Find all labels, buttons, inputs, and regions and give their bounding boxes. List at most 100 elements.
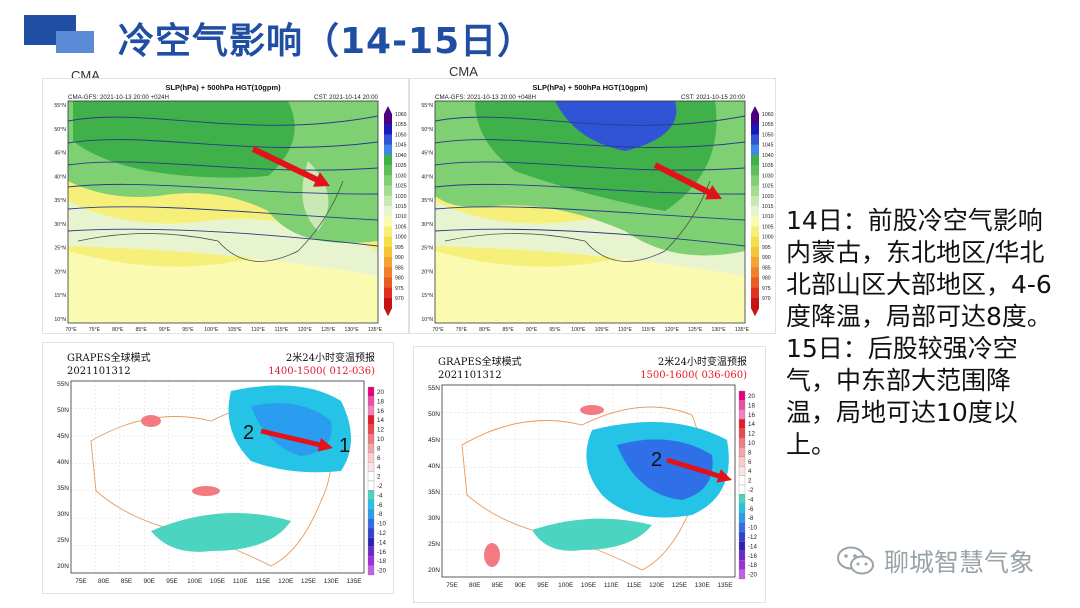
scale-swatch <box>738 447 746 457</box>
scale-swatch <box>367 499 375 510</box>
height-contour <box>68 139 378 148</box>
scale-tick-label: -20 <box>748 572 758 579</box>
surge-label: 2 <box>651 449 662 471</box>
lon-tick-label: 125°E <box>321 327 336 333</box>
lat-tick-label: 40N <box>428 463 440 470</box>
lat-tick-label: 35°N <box>54 198 66 204</box>
lat-tick-label: 20°N <box>54 269 66 275</box>
lat-tick-label: 25N <box>428 541 440 548</box>
lat-tick-label: 50N <box>428 411 440 418</box>
wechat-icon <box>837 546 874 575</box>
lat-tick-label: 15°N <box>421 293 433 299</box>
scale-tick-label: 1025 <box>395 184 407 190</box>
lat-tick-label: 15°N <box>54 293 66 299</box>
scale-tick-label: 1060 <box>395 112 407 118</box>
scale-tick-label: 1045 <box>762 143 774 149</box>
cold-air-arrow-shaft <box>666 457 724 480</box>
scale-swatch <box>384 165 392 176</box>
lat-tick-label: 40°N <box>54 174 66 180</box>
scale-tick-label: 1000 <box>762 235 774 241</box>
scale-tick-label: 975 <box>762 286 771 292</box>
coastline <box>77 180 344 262</box>
scale-swatch <box>751 185 759 197</box>
model-name-label: GRAPES全球模式 <box>438 355 522 368</box>
lon-tick-label: 100°E <box>204 327 219 333</box>
scale-swatch <box>751 267 759 279</box>
map-field <box>71 381 364 573</box>
lat-tick-label: 50°N <box>421 127 433 133</box>
scale-swatch <box>738 494 746 504</box>
scale-tick-label: 1015 <box>395 204 407 210</box>
init-date-label: 2021101312 <box>438 370 502 381</box>
scale-swatch <box>751 206 759 217</box>
scale-swatch <box>738 390 746 401</box>
scale-tick-label: 970 <box>395 296 404 302</box>
valid-time-label: CST: 2021-10-14 20:00 <box>314 94 379 101</box>
scale-swatch <box>751 175 759 187</box>
lon-tick-label: 95E <box>166 578 178 585</box>
scale-swatch <box>384 226 392 238</box>
temp-change-map-2: GRAPES全球模式 2021101312 2米24小时变温预报 1500-1600(… <box>414 347 765 602</box>
surge-label: 2 <box>243 422 254 444</box>
warming-area <box>484 543 500 567</box>
scale-tick-label: 1015 <box>762 204 774 210</box>
scale-tick-label: 1035 <box>762 163 774 169</box>
lat-tick-label: 40°N <box>421 174 433 180</box>
lon-tick-label: 80°E <box>112 327 124 333</box>
lon-tick-label: 80°E <box>479 327 491 333</box>
slide-title: 冷空气影响（14-15日） <box>118 21 535 62</box>
scale-tick-label: -8 <box>377 511 383 518</box>
lon-tick-label: 95°E <box>549 327 561 333</box>
scale-tick-label: -18 <box>748 562 758 569</box>
scale-swatch <box>384 134 392 146</box>
field-mid <box>68 201 378 276</box>
scale-swatch <box>367 433 375 444</box>
field-south <box>435 251 745 323</box>
field-south <box>68 251 378 323</box>
scale-swatch <box>751 236 759 248</box>
lon-tick-label: 105°E <box>228 327 243 333</box>
height-contour <box>435 206 745 221</box>
scale-tick-label: -8 <box>748 515 754 522</box>
scale-swatch <box>367 565 375 576</box>
scale-tick-label: 12 <box>377 427 384 434</box>
cold-air-arrow-head <box>705 185 722 200</box>
scale-swatch <box>384 175 392 187</box>
scale-swatch <box>367 537 375 547</box>
scale-tick-label: 20 <box>748 393 755 400</box>
scale-swatch <box>751 298 759 309</box>
scale-swatch <box>738 409 746 420</box>
height-contour <box>435 115 745 126</box>
init-date-label: 2021101312 <box>67 366 131 377</box>
scale-swatch <box>384 277 392 289</box>
scale-tick-label: -6 <box>748 506 754 513</box>
lon-tick-label: 100E <box>187 578 203 585</box>
scale-tick-label: 1005 <box>395 224 407 230</box>
lon-tick-label: 100°E <box>571 327 586 333</box>
scale-swatch <box>738 531 746 542</box>
warming-area <box>141 415 161 427</box>
lon-tick-label: 75E <box>75 578 87 585</box>
scale-swatch <box>738 475 746 486</box>
scale-swatch <box>367 396 375 406</box>
map-field <box>435 101 745 323</box>
scale-tick-label: -10 <box>377 521 387 528</box>
lon-tick-label: 80E <box>98 578 110 585</box>
scale-swatch <box>367 443 375 453</box>
lat-tick-label: 25N <box>57 537 69 544</box>
lon-tick-label: 90°E <box>159 327 171 333</box>
scale-swatch <box>384 236 392 248</box>
lat-tick-label: 55N <box>57 381 69 388</box>
scale-tick-label: 1045 <box>395 143 407 149</box>
lat-tick-label: 55°N <box>421 103 433 109</box>
scale-swatch <box>738 484 746 495</box>
map-heading: SLP(hPa) + 500hPa HGT(10gpm) <box>532 83 648 92</box>
scale-swatch <box>738 400 746 410</box>
scale-tick-label: -2 <box>748 487 754 494</box>
scale-swatch <box>751 134 759 146</box>
scale-tick-label: -4 <box>748 496 754 503</box>
scale-swatch <box>738 503 746 514</box>
scale-tick-label: 4 <box>377 464 381 471</box>
cold-air-arrow-shaft <box>653 162 715 198</box>
map-field <box>68 101 378 323</box>
